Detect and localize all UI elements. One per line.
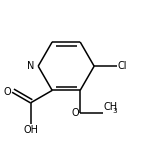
Text: OH: OH	[23, 125, 38, 135]
Text: 3: 3	[112, 108, 117, 114]
Text: Cl: Cl	[118, 61, 127, 71]
Text: O: O	[3, 87, 11, 97]
Text: CH: CH	[104, 102, 118, 112]
Text: O: O	[71, 108, 79, 118]
Text: N: N	[27, 61, 34, 71]
